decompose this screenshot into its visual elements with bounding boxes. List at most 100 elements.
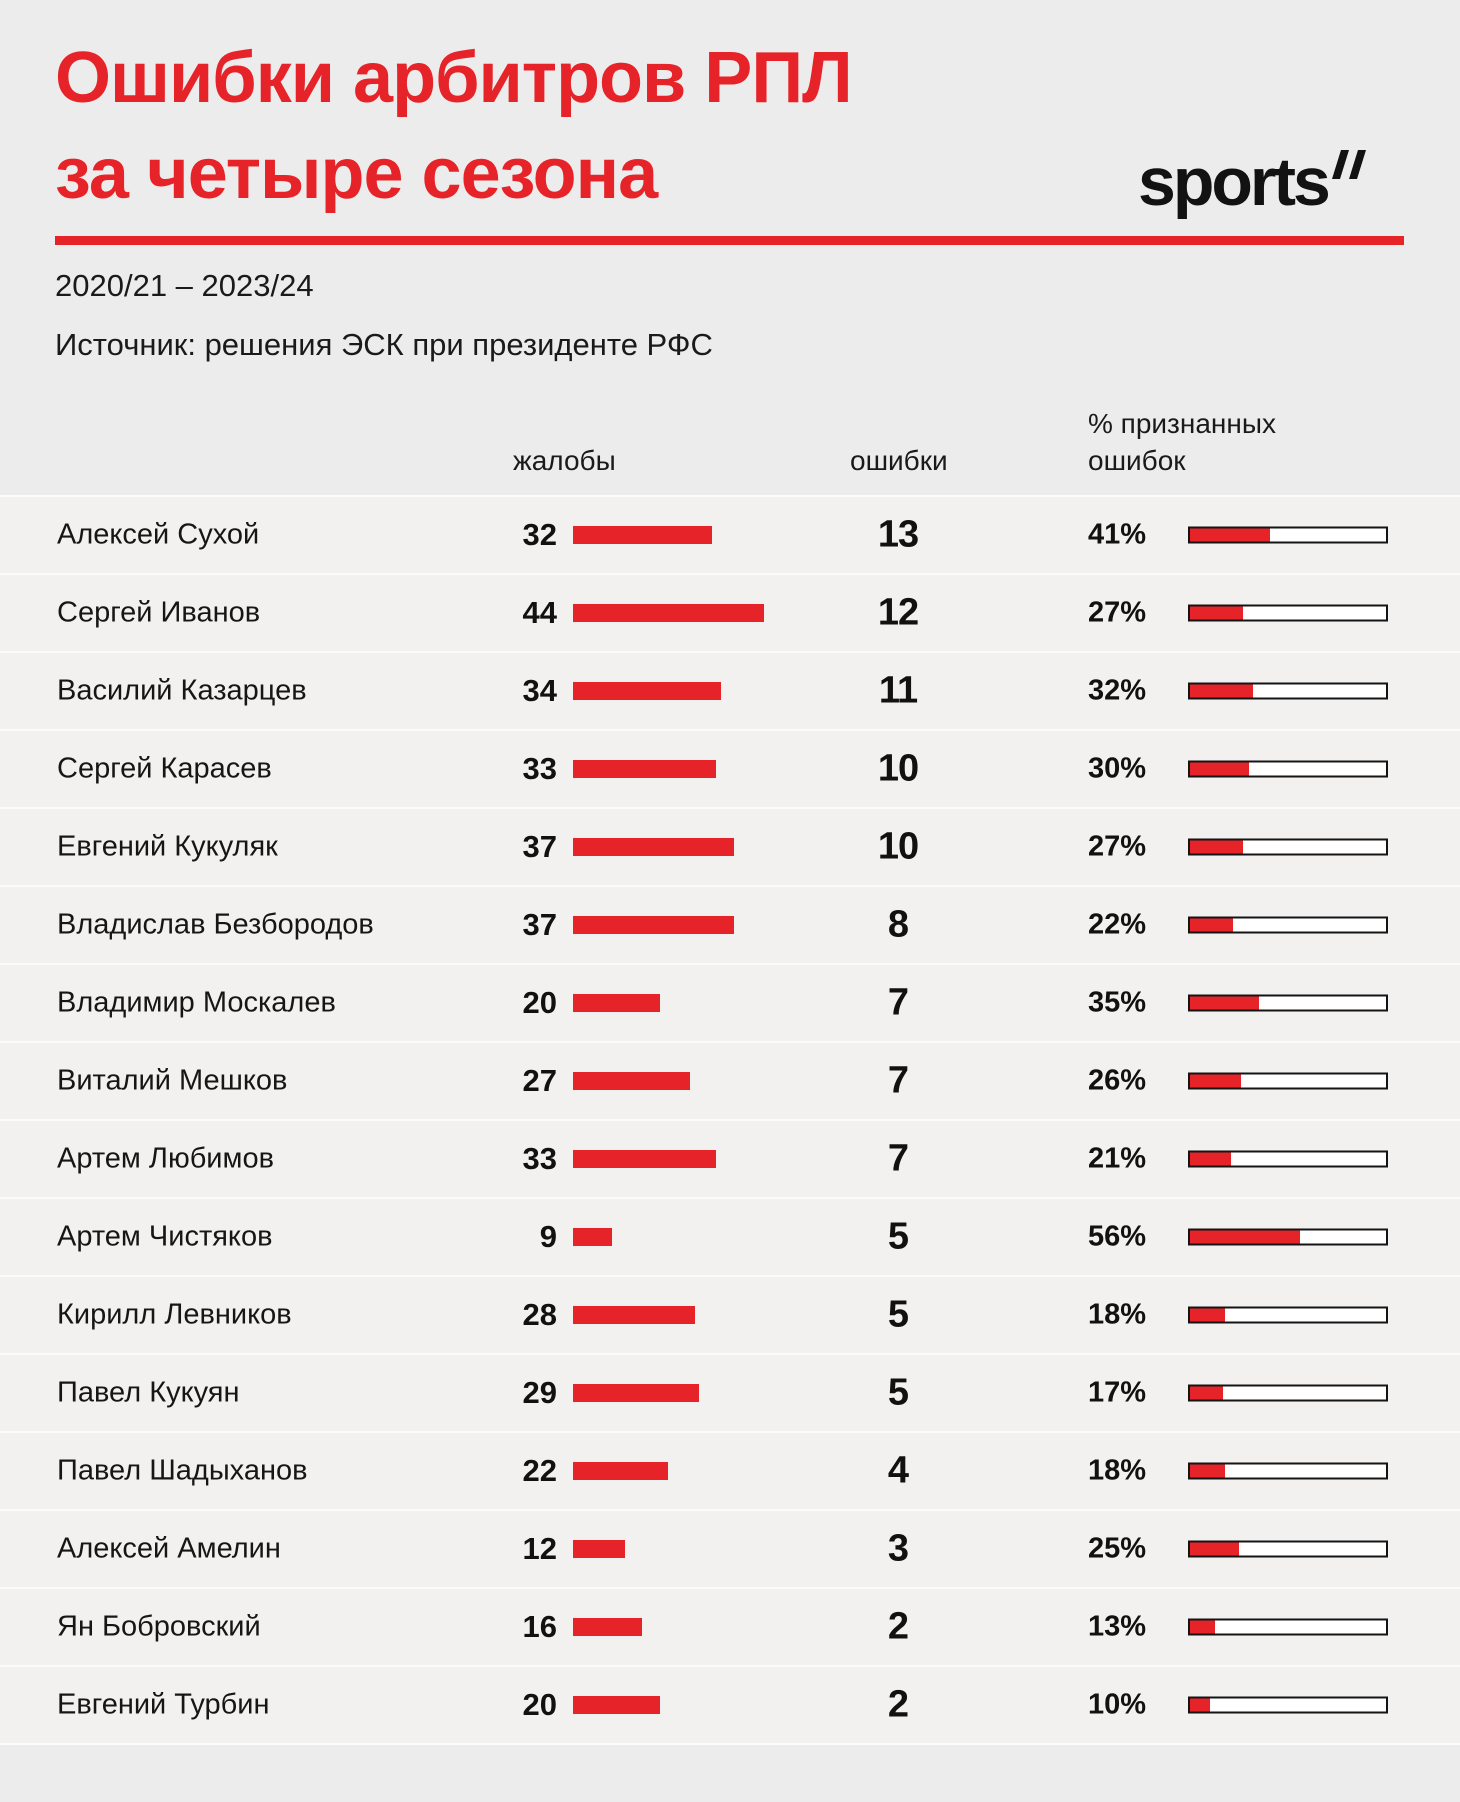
percent-bar-fill	[1190, 1698, 1210, 1712]
percent-bar-fill	[1190, 1620, 1216, 1634]
percent-bar-fill	[1190, 918, 1234, 932]
table-row: Сергей Карасев 33 10 30%	[0, 729, 1460, 807]
complaints-bar	[573, 1072, 690, 1090]
source-label: Источник: решения ЭСК при президенте РФС	[55, 327, 713, 362]
errors-value: 2	[887, 1605, 909, 1648]
errors-value: 5	[887, 1371, 909, 1414]
percent-value: 22%	[1088, 908, 1147, 941]
table-row: Владимир Москалев 20 7 35%	[0, 963, 1460, 1041]
table-row: Евгений Турбин 20 2 10%	[0, 1665, 1460, 1743]
complaints-value: 37	[522, 829, 557, 864]
seasons-label: 2020/21 – 2023/24	[55, 268, 314, 303]
percent-bar	[1188, 1696, 1388, 1714]
page-title-line2: за четыре сезона	[55, 134, 658, 214]
table-row: Владислав Безбородов 37 8 22%	[0, 885, 1460, 963]
complaints-value: 32	[522, 517, 557, 552]
percent-bar	[1188, 994, 1388, 1012]
percent-bar	[1188, 682, 1388, 700]
percent-bar	[1188, 1072, 1388, 1090]
errors-value: 8	[887, 903, 909, 946]
percent-value: 26%	[1088, 1064, 1147, 1097]
table-row: Ян Бобровский 16 2 13%	[0, 1587, 1460, 1665]
percent-value: 41%	[1088, 518, 1147, 551]
referee-name: Алексей Амелин	[57, 1532, 281, 1565]
errors-value: 5	[887, 1293, 909, 1336]
column-header-percent: % признанных ошибок	[1088, 405, 1276, 479]
percent-value: 27%	[1088, 596, 1147, 629]
page-title-line1: Ошибки арбитров РПЛ	[55, 38, 853, 118]
column-header-percent-line2: ошибок	[1088, 445, 1186, 476]
table-row: Павел Кукуян 29 5 17%	[0, 1353, 1460, 1431]
percent-bar-fill	[1190, 996, 1259, 1010]
page-title: Ошибки арбитров РПЛ за четыре сезона	[55, 30, 853, 222]
errors-value: 10	[877, 747, 919, 790]
percent-bar-fill	[1190, 762, 1249, 776]
percent-value: 30%	[1088, 752, 1147, 785]
errors-value: 7	[887, 981, 909, 1024]
percent-bar	[1188, 1306, 1388, 1324]
complaints-value: 28	[522, 1297, 557, 1332]
errors-value: 5	[887, 1215, 909, 1258]
column-header-complaints: жалобы	[513, 445, 616, 476]
errors-value: 3	[887, 1527, 909, 1570]
complaints-value: 20	[522, 985, 557, 1020]
complaints-bar	[573, 1384, 699, 1402]
table-row: Алексей Амелин 12 3 25%	[0, 1509, 1460, 1587]
complaints-bar	[573, 838, 734, 856]
referee-name: Владимир Москалев	[57, 986, 336, 1019]
referee-name: Артем Чистяков	[57, 1220, 273, 1253]
percent-bar-fill	[1190, 1542, 1239, 1556]
percent-value: 27%	[1088, 830, 1147, 863]
complaints-value: 33	[522, 1141, 557, 1176]
complaints-value: 16	[522, 1609, 557, 1644]
errors-value: 12	[877, 591, 919, 634]
percent-bar-fill	[1190, 684, 1253, 698]
referee-name: Ян Бобровский	[57, 1610, 261, 1643]
percent-bar	[1188, 1150, 1388, 1168]
percent-bar-fill	[1190, 1464, 1226, 1478]
complaints-value: 37	[522, 907, 557, 942]
percent-value: 32%	[1088, 674, 1147, 707]
sports-logo-text: sports	[1138, 144, 1331, 220]
complaints-bar	[573, 604, 764, 622]
errors-value: 11	[878, 669, 918, 712]
referee-name: Владислав Безбородов	[57, 908, 374, 941]
percent-value: 17%	[1088, 1376, 1147, 1409]
percent-bar	[1188, 760, 1388, 778]
percent-value: 13%	[1088, 1610, 1147, 1643]
complaints-value: 44	[522, 595, 557, 630]
referee-name: Сергей Иванов	[57, 596, 261, 629]
table-row: Павел Шадыханов 22 4 18%	[0, 1431, 1460, 1509]
referee-name: Павел Кукуян	[57, 1376, 240, 1409]
errors-value: 13	[877, 513, 919, 556]
percent-bar-fill	[1190, 840, 1243, 854]
logo-flag-icon	[1331, 150, 1366, 179]
complaints-bar	[573, 1462, 668, 1480]
complaints-value: 9	[539, 1219, 557, 1254]
referee-name: Василий Казарцев	[57, 674, 307, 707]
sports-logo: sports	[1138, 148, 1366, 216]
complaints-bar	[573, 526, 712, 544]
referee-name: Алексей Сухой	[57, 518, 260, 551]
percent-bar	[1188, 1462, 1388, 1480]
table-row: Кирилл Левников 28 5 18%	[0, 1275, 1460, 1353]
complaints-bar	[573, 1228, 612, 1246]
complaints-value: 20	[522, 1687, 557, 1722]
referee-name: Виталий Мешков	[57, 1064, 288, 1097]
complaints-bar	[573, 760, 716, 778]
table-row: Василий Казарцев 34 11 32%	[0, 651, 1460, 729]
referee-name: Артем Любимов	[57, 1142, 274, 1175]
percent-value: 56%	[1088, 1220, 1147, 1253]
complaints-value: 33	[522, 751, 557, 786]
percent-bar	[1188, 1618, 1388, 1636]
percent-bar-fill	[1190, 1152, 1232, 1166]
complaints-bar	[573, 1618, 642, 1636]
percent-bar	[1188, 1540, 1388, 1558]
table-row: Евгений Кукуляк 37 10 27%	[0, 807, 1460, 885]
percent-value: 18%	[1088, 1298, 1147, 1331]
complaints-value: 34	[522, 673, 557, 708]
percent-value: 21%	[1088, 1142, 1147, 1175]
errors-value: 7	[887, 1137, 909, 1180]
percent-bar-fill	[1190, 1230, 1300, 1244]
referee-name: Евгений Турбин	[57, 1688, 270, 1721]
